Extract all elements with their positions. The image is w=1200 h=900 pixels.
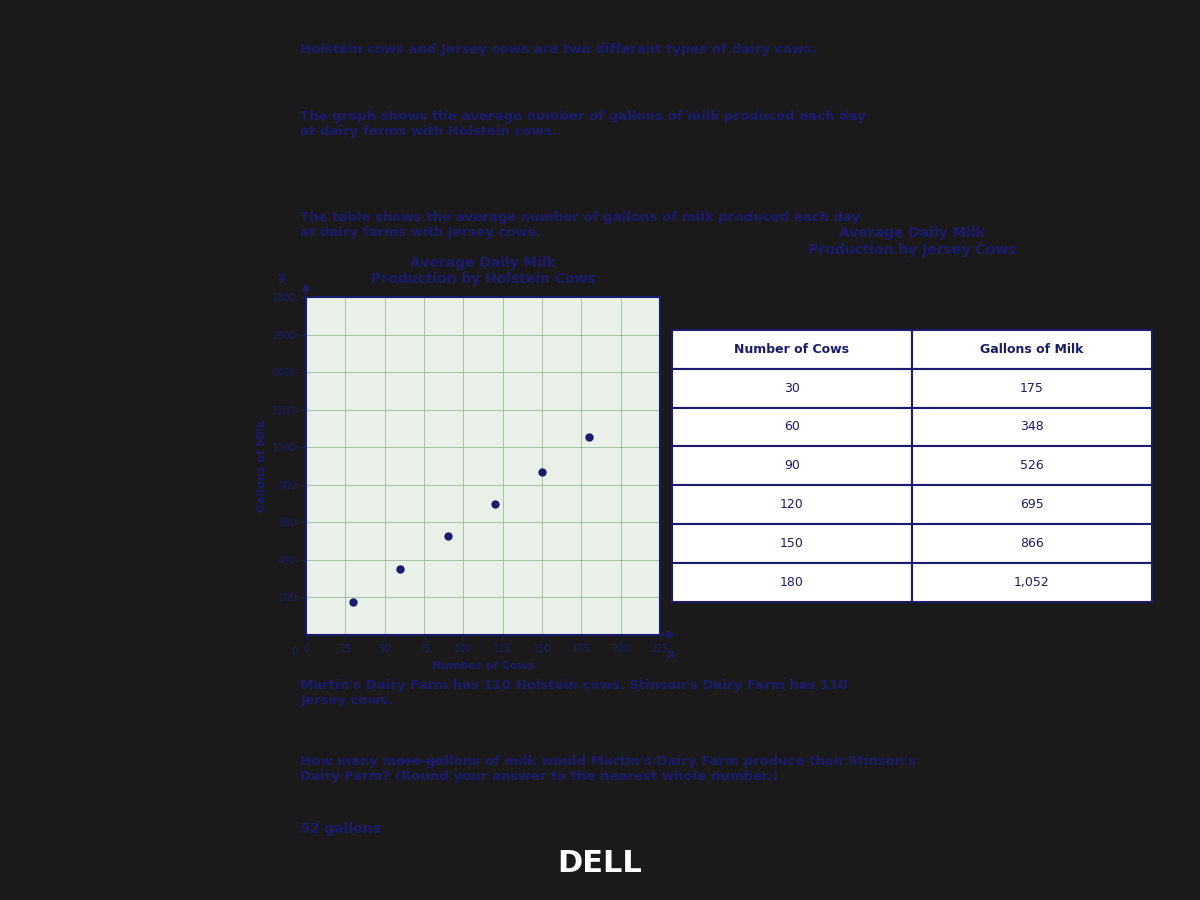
Text: y: y [277, 270, 286, 284]
X-axis label: Number of Cows: Number of Cows [432, 662, 534, 671]
Y-axis label: Gallons of Milk: Gallons of Milk [258, 419, 268, 512]
Text: Holstein cows and Jersey cows are two different types of dairy cows.: Holstein cows and Jersey cows are two di… [300, 43, 817, 56]
Text: The table shows the average number of gallons of milk produced each day
at dairy: The table shows the average number of ga… [300, 211, 860, 239]
Text: The graph shows the average number of gallons of milk produced each day
at dairy: The graph shows the average number of ga… [300, 110, 866, 138]
Text: Average Daily Milk
Production by Jersey Cows: Average Daily Milk Production by Jersey … [808, 226, 1016, 256]
Text: 0: 0 [292, 647, 298, 657]
Text: Martin's Dairy Farm has 110 Holstein cows. Stinson's Dairy Farm has 110
Jersey c: Martin's Dairy Farm has 110 Holstein cow… [300, 680, 848, 707]
Text: DELL: DELL [558, 850, 642, 878]
Text: How many more gallons of milk would Martin's Dairy Farm produce than Stinson's
D: How many more gallons of milk would Mart… [300, 754, 917, 783]
Text: x: x [667, 648, 676, 662]
Text: 52 gallons: 52 gallons [300, 822, 382, 835]
Title: Average Daily Milk
Production by Holstein Cows: Average Daily Milk Production by Holstei… [371, 256, 595, 286]
